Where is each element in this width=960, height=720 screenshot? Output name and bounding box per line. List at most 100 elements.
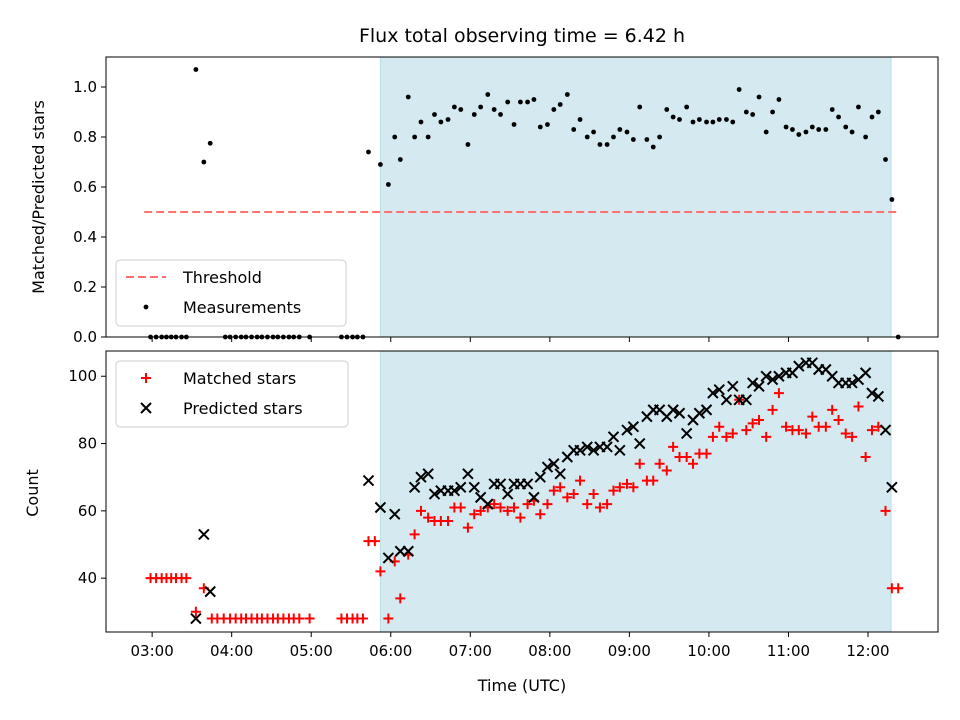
data-point xyxy=(670,114,676,120)
data-point xyxy=(724,117,729,122)
data-point xyxy=(654,458,665,469)
x-tick-label: 04:00 xyxy=(210,642,253,660)
data-point xyxy=(750,112,756,117)
data-point xyxy=(809,124,815,130)
data-point xyxy=(545,122,550,127)
data-point xyxy=(767,404,778,415)
data-point xyxy=(860,452,871,463)
y-tick-label: 1.0 xyxy=(73,78,97,96)
data-point xyxy=(201,159,207,165)
series-predicted-stars xyxy=(190,357,898,625)
data-point xyxy=(836,114,841,120)
data-point xyxy=(518,99,523,105)
legend-box xyxy=(115,360,349,428)
legend-label: Matched stars xyxy=(183,369,296,388)
data-point xyxy=(736,87,742,92)
data-point xyxy=(505,99,511,105)
data-point xyxy=(375,566,386,577)
data-point xyxy=(462,522,473,533)
data-point xyxy=(455,481,467,494)
data-point xyxy=(634,437,646,450)
data-point xyxy=(866,387,878,399)
data-point xyxy=(793,360,805,372)
x-tick-label: 09:00 xyxy=(608,642,651,660)
data-point xyxy=(369,536,380,547)
data-point xyxy=(661,465,672,476)
data-point xyxy=(489,499,500,510)
legend-marker xyxy=(141,373,151,383)
data-point xyxy=(710,119,716,125)
data-point xyxy=(584,134,590,140)
data-point xyxy=(889,197,895,202)
x-tick-label: 07:00 xyxy=(449,642,492,660)
legend-label: Threshold xyxy=(182,268,262,287)
data-point xyxy=(190,612,202,625)
data-point xyxy=(582,499,593,510)
x-tick-label: 10:00 xyxy=(687,642,730,660)
data-point xyxy=(502,505,513,516)
y-tick-label: 40 xyxy=(78,569,97,587)
data-point xyxy=(385,182,391,187)
data-point xyxy=(614,482,625,493)
data-point xyxy=(803,129,809,135)
data-point xyxy=(294,613,305,624)
data-point xyxy=(304,613,315,624)
data-point xyxy=(773,388,784,399)
y-tick-label: 0.6 xyxy=(73,178,97,196)
data-point xyxy=(667,404,679,416)
data-point xyxy=(727,380,739,393)
data-point xyxy=(425,134,431,140)
x-tick-label: 06:00 xyxy=(369,642,412,660)
x-tick-label: 11:00 xyxy=(767,642,810,660)
data-point xyxy=(673,407,686,419)
data-point xyxy=(681,452,692,463)
data-point xyxy=(415,471,427,483)
data-point xyxy=(637,104,643,110)
data-point xyxy=(621,424,633,436)
data-point xyxy=(575,475,586,486)
data-point xyxy=(761,431,772,442)
bottom-y-axis-label: Count xyxy=(23,469,42,517)
data-point xyxy=(528,491,540,504)
data-point xyxy=(193,67,199,72)
data-point xyxy=(574,444,586,456)
data-point xyxy=(374,501,387,514)
data-point xyxy=(409,529,420,540)
data-point xyxy=(602,499,613,510)
data-point xyxy=(501,488,514,500)
legend-box xyxy=(115,259,347,327)
data-point xyxy=(542,499,553,510)
data-point xyxy=(773,370,785,382)
data-point xyxy=(680,427,693,440)
legend: Matched stars Predicted stars xyxy=(115,360,349,428)
data-point xyxy=(557,102,563,107)
data-point xyxy=(720,394,733,406)
data-point xyxy=(690,119,696,125)
y-tick-label: 0.8 xyxy=(73,128,97,146)
data-point xyxy=(537,124,543,130)
data-point xyxy=(800,428,811,439)
x-tick-label: 03:00 xyxy=(131,642,174,660)
data-point xyxy=(382,552,395,564)
data-point xyxy=(668,441,679,452)
data-point xyxy=(704,119,709,125)
legend: Threshold Measurements xyxy=(115,259,347,327)
series-matched-stars xyxy=(145,388,904,624)
data-point xyxy=(494,478,507,490)
data-point xyxy=(471,112,477,117)
data-point xyxy=(509,502,520,513)
chart-title: Flux total observing time = 6.42 h xyxy=(359,25,685,47)
data-point xyxy=(853,401,864,412)
data-point xyxy=(743,109,749,115)
legend-marker xyxy=(140,402,152,414)
data-point xyxy=(741,425,752,436)
data-point xyxy=(588,489,599,500)
y-tick-label: 80 xyxy=(78,435,97,453)
data-point xyxy=(428,488,441,500)
data-point xyxy=(468,481,480,494)
data-point xyxy=(405,94,411,100)
data-point xyxy=(849,129,855,135)
y-tick-label: 60 xyxy=(78,502,97,520)
data-point xyxy=(879,424,892,436)
